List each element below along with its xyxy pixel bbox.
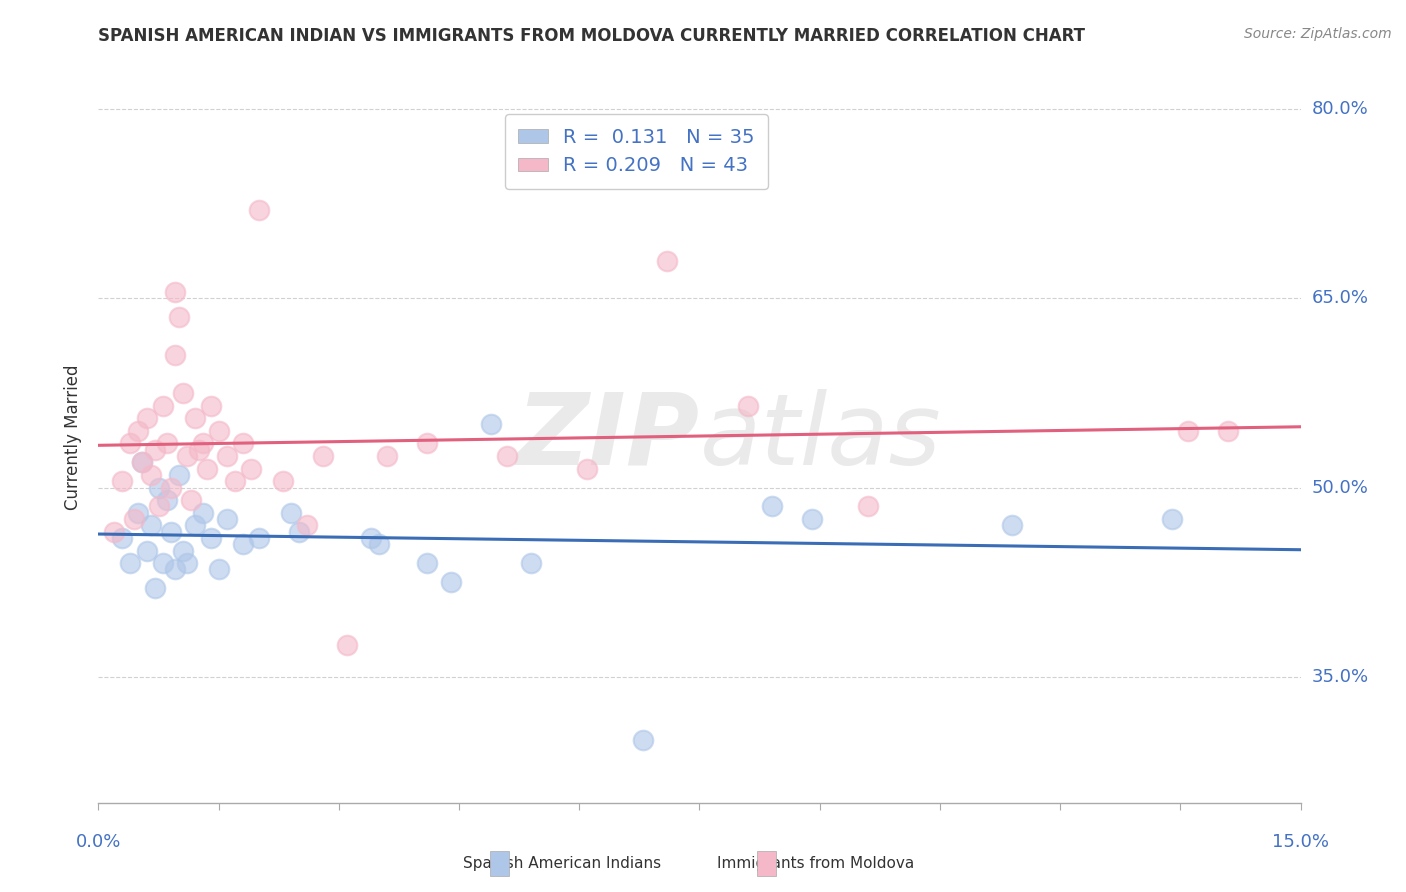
Point (103, 524, 125, 539)
Point (1001, 518, 1024, 533)
Point (856, 500, 879, 514)
Point (131, 455, 153, 469)
Point (163, 348, 186, 362)
Point (143, 582, 166, 596)
Y-axis label: Currently Married: Currently Married (65, 364, 83, 510)
Point (247, 531, 270, 545)
Point (232, 436, 254, 450)
Point (135, 411, 157, 425)
Point (416, 436, 439, 450)
Point (167, 310, 190, 325)
Point (172, 386, 194, 401)
Point (148, 500, 170, 514)
Point (1218, 424, 1240, 438)
Point (200, 399, 222, 413)
Point (360, 531, 382, 545)
Point (152, 399, 174, 413)
Text: 35.0%: 35.0% (1312, 668, 1369, 686)
Legend: R =  0.131   N = 35, R = 0.209   N = 43: R = 0.131 N = 35, R = 0.209 N = 43 (505, 114, 768, 189)
Point (416, 556, 439, 570)
Point (135, 543, 157, 558)
Text: 50.0%: 50.0% (1312, 478, 1368, 497)
Text: 15.0%: 15.0% (1272, 833, 1329, 851)
Point (375, 449, 398, 463)
Text: 0.0%: 0.0% (76, 833, 121, 851)
Point (215, 449, 238, 463)
Point (1177, 424, 1199, 438)
Point (139, 518, 162, 533)
Point (280, 506, 302, 520)
Point (111, 474, 134, 488)
Point (271, 474, 294, 488)
Point (155, 493, 177, 508)
Point (312, 449, 335, 463)
Point (295, 518, 318, 533)
Point (172, 543, 194, 558)
Point (111, 531, 134, 545)
Point (180, 493, 202, 508)
Point (139, 467, 162, 482)
Point (208, 562, 231, 576)
Point (120, 556, 142, 570)
Point (143, 442, 166, 457)
Point (479, 417, 502, 432)
Point (200, 531, 222, 545)
Text: Immigrants from Moldova: Immigrants from Moldova (717, 856, 914, 871)
Point (239, 461, 262, 475)
Text: 80.0%: 80.0% (1312, 100, 1368, 119)
Text: ZIP: ZIP (516, 389, 699, 485)
Point (761, 500, 783, 514)
Point (191, 436, 214, 450)
Point (159, 524, 181, 539)
Text: Spanish American Indians: Spanish American Indians (464, 856, 661, 871)
Point (124, 512, 146, 526)
Point (195, 461, 218, 475)
Point (131, 455, 153, 469)
Text: SPANISH AMERICAN INDIAN VS IMMIGRANTS FROM MOLDOVA CURRENTLY MARRIED CORRELATION: SPANISH AMERICAN INDIAN VS IMMIGRANTS FR… (98, 27, 1085, 45)
Point (232, 537, 254, 551)
Point (576, 461, 599, 475)
Point (191, 506, 214, 520)
Point (440, 575, 463, 590)
Point (152, 556, 174, 570)
Point (148, 481, 170, 495)
Point (120, 436, 142, 450)
Point (183, 518, 205, 533)
Point (224, 474, 246, 488)
Point (737, 399, 759, 413)
Point (159, 481, 181, 495)
Point (183, 411, 205, 425)
Text: 65.0%: 65.0% (1312, 289, 1368, 308)
Point (155, 436, 177, 450)
Point (167, 467, 190, 482)
Point (176, 556, 198, 570)
Point (208, 424, 231, 438)
Point (496, 449, 519, 463)
Point (336, 638, 359, 652)
Point (163, 285, 186, 299)
Point (633, 732, 655, 747)
Point (187, 442, 209, 457)
Point (128, 506, 150, 520)
Point (287, 524, 309, 539)
Point (800, 512, 823, 526)
Point (176, 449, 198, 463)
Point (1161, 512, 1184, 526)
Point (128, 424, 150, 438)
Point (163, 562, 186, 576)
Point (368, 537, 391, 551)
Point (520, 556, 543, 570)
Text: atlas: atlas (699, 389, 941, 485)
Point (657, 253, 679, 268)
Text: Source: ZipAtlas.com: Source: ZipAtlas.com (1244, 27, 1392, 41)
Point (247, 203, 270, 218)
Point (215, 512, 238, 526)
